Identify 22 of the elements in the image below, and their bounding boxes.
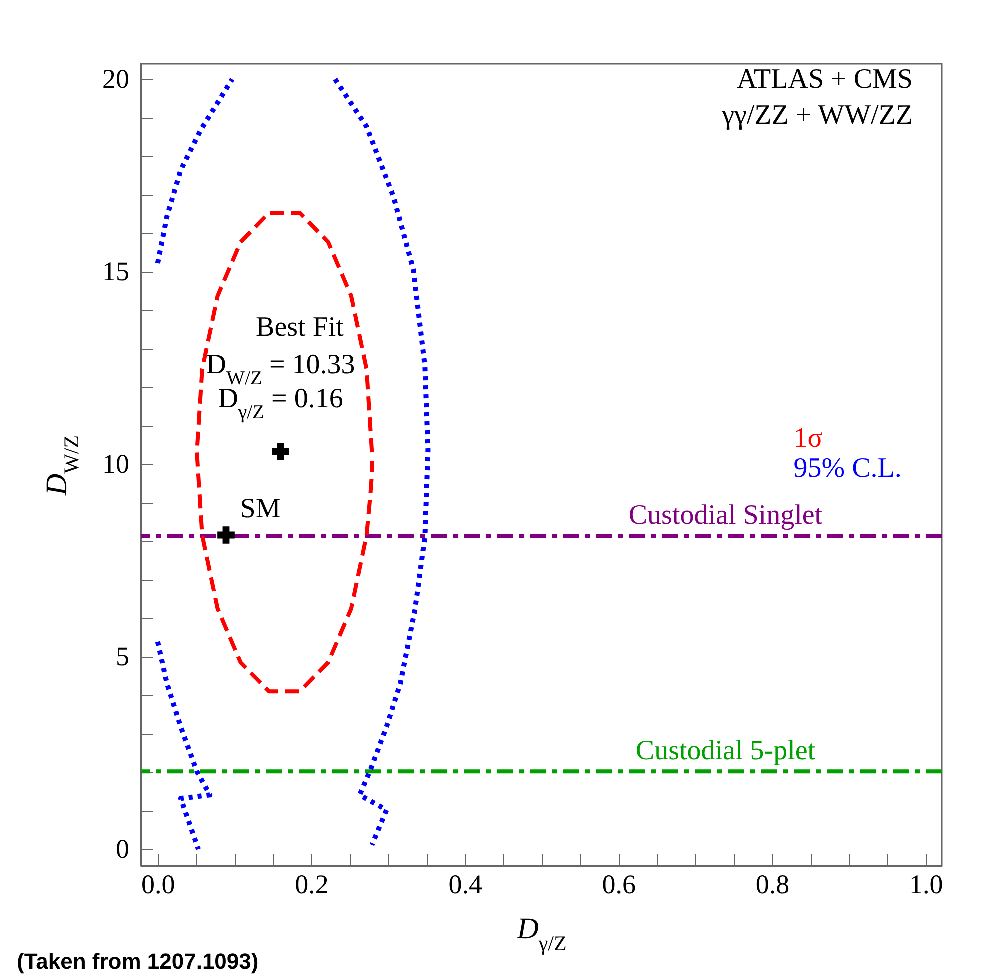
x-tick-label: 0.6: [602, 870, 636, 900]
text: 95% C.L.: [794, 452, 902, 484]
line-series: [195, 211, 374, 694]
x-tick-label: 0.0: [142, 870, 176, 900]
y-tick-label: 10: [102, 448, 130, 479]
y-tick-label: 15: [102, 256, 130, 286]
ref-line-label: Custodial Singlet: [628, 500, 823, 532]
text: γγ/ZZ + WW/ZZ: [721, 100, 913, 131]
ref-line-label: Custodial 5-plet: [636, 736, 816, 767]
series-label: SM: [240, 493, 281, 524]
x-tick-label: 0.2: [295, 870, 329, 900]
y-tick-label: 0: [116, 834, 130, 864]
x-axis-title: D$_{γ/Z}$: [516, 912, 567, 956]
annotation: Best Fit: [256, 312, 344, 343]
text: (Taken from 1207.1093): [17, 949, 259, 974]
x-tick-label: 1.0: [909, 870, 944, 900]
y-tick-label: 20: [102, 64, 130, 94]
chart-title: ATLAS + CMS: [736, 64, 913, 95]
y-tick-label: 5: [116, 641, 130, 672]
x-tick-label: 0.4: [448, 870, 483, 900]
x-tick-label: 0.8: [756, 870, 790, 900]
text: 1σ: [794, 422, 823, 454]
